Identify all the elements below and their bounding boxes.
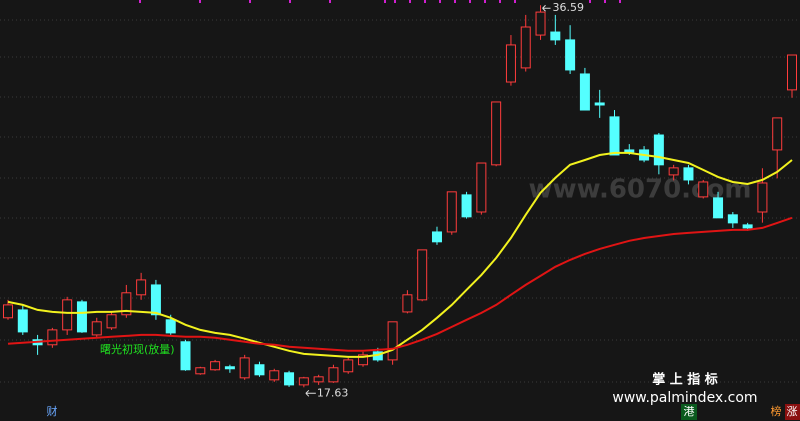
- candle-body: [17, 309, 28, 333]
- candle-body: [387, 321, 398, 361]
- candle-body: [520, 26, 531, 69]
- signal-label: 曙光初现(放量): [100, 342, 175, 356]
- candle-body: [713, 197, 724, 219]
- badge: 涨: [787, 405, 798, 418]
- candle-body: [668, 167, 679, 176]
- background-grid: [0, 19, 800, 383]
- badge: 榜: [771, 404, 782, 418]
- site: www.palmindex.com: [612, 390, 757, 406]
- tab-label: 财: [47, 404, 58, 418]
- candle-body: [609, 116, 620, 156]
- candle-body: [254, 364, 265, 376]
- candle-body: [594, 102, 605, 106]
- candle-body: [698, 181, 709, 198]
- candle-body: [358, 354, 369, 366]
- top-markers: [139, 0, 621, 3]
- candle-body: [165, 319, 176, 334]
- candle-body: [402, 294, 413, 313]
- candle-body: [565, 39, 576, 71]
- max-label: 36.59: [553, 1, 585, 14]
- candle-body: [298, 377, 309, 386]
- candle-body: [47, 329, 58, 346]
- candle-body: [535, 11, 546, 36]
- candle-body: [742, 224, 753, 229]
- candle-body: [76, 301, 87, 333]
- candle-body: [269, 370, 280, 381]
- candle-body: [653, 134, 664, 166]
- candle-body: [3, 304, 13, 319]
- candle-body: [579, 73, 590, 111]
- candle-body: [195, 367, 206, 375]
- candle-body: [106, 314, 117, 329]
- min-label: 17.63: [317, 386, 349, 399]
- candle-body: [121, 292, 132, 316]
- candle-body: [431, 231, 442, 243]
- candle-body: [313, 376, 324, 383]
- candle-body: [757, 182, 768, 213]
- candle-body: [787, 54, 797, 91]
- candle-body: [683, 167, 694, 181]
- candle-body: [224, 366, 235, 370]
- candle-body: [343, 359, 354, 373]
- candle-body: [150, 284, 161, 316]
- candle-body: [624, 149, 635, 153]
- arrow: [542, 4, 551, 12]
- candle-body: [772, 117, 783, 151]
- ma-line: [7, 216, 793, 352]
- candle-body: [91, 321, 102, 336]
- candle-body: [210, 361, 221, 371]
- candle-body: [417, 249, 428, 301]
- candle-body: [180, 341, 191, 371]
- candle-body: [461, 194, 472, 218]
- plot-area: 36.59 17.63: [3, 1, 797, 399]
- candle-body: [62, 299, 73, 331]
- badge: 港: [684, 405, 695, 418]
- candle-body: [727, 214, 738, 224]
- candle-body: [328, 367, 339, 383]
- candle-body: [136, 279, 147, 296]
- arrow: [305, 389, 316, 397]
- candle-body: [239, 357, 250, 379]
- ma-line: [7, 151, 793, 358]
- brand: 掌 上 指 标: [652, 372, 718, 388]
- badge-box: [681, 404, 697, 420]
- candle-body: [284, 372, 295, 386]
- candle-body: [476, 162, 487, 213]
- badge-box: [785, 404, 800, 420]
- candle-body: [446, 191, 457, 233]
- candle-body: [491, 101, 502, 166]
- candle-body: [550, 31, 561, 41]
- candle-body: [505, 44, 516, 83]
